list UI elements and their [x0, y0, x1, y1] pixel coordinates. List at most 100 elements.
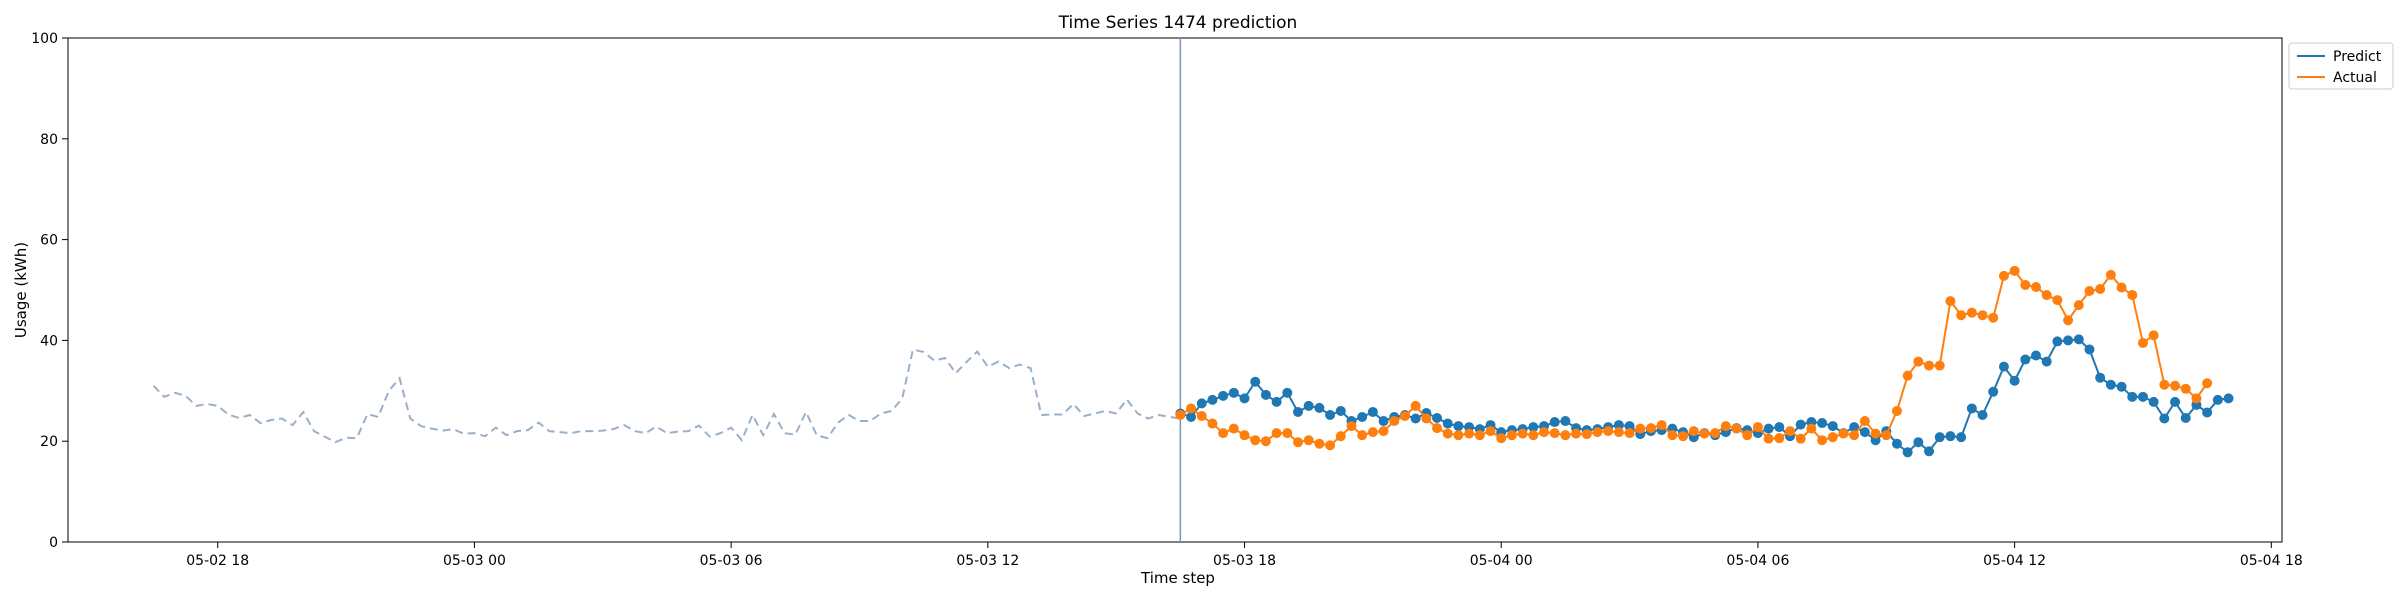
actual-point-79	[2020, 279, 2031, 290]
predict-point-8	[1260, 389, 1271, 400]
actual-point-17	[1357, 430, 1368, 441]
predict-point-12	[1303, 400, 1314, 411]
predict-point-93	[2170, 396, 2181, 407]
predict-point-19	[1378, 416, 1389, 427]
predict-point-67	[1891, 438, 1902, 449]
history-series-group	[152, 348, 1181, 444]
actual-point-14	[1325, 440, 1336, 451]
predict-point-42	[1624, 421, 1635, 432]
x-tick-label-2: 05-03 06	[700, 553, 763, 569]
actual-point-16	[1346, 421, 1357, 432]
actual-point-3	[1207, 418, 1218, 429]
predict-point-4	[1218, 390, 1229, 401]
predict-point-98	[2223, 393, 2234, 404]
actual-point-84	[2073, 300, 2084, 311]
actual-point-80	[2031, 281, 2041, 292]
predict-point-79	[2020, 354, 2031, 365]
actual-point-50	[1710, 428, 1721, 439]
actual-point-55	[1763, 433, 1774, 444]
actual-point-39	[1592, 427, 1603, 438]
series-group	[1175, 265, 2234, 458]
predict-point-77	[1998, 361, 2009, 372]
predict-point-86	[2095, 372, 2106, 383]
actual-point-11	[1293, 437, 1303, 448]
actual-point-83	[2063, 315, 2074, 326]
predict-point-36	[1560, 416, 1571, 427]
actual-point-23	[1421, 413, 1432, 424]
actual-point-34	[1539, 427, 1549, 438]
predict-point-83	[2063, 335, 2074, 346]
x-tick-label-5: 05-04 00	[1470, 553, 1533, 569]
actual-point-9	[1271, 428, 1282, 439]
actual-point-76	[1988, 312, 1999, 323]
actual-point-47	[1678, 431, 1689, 442]
y-tick-label-80: 80	[40, 132, 58, 148]
actual-point-52	[1731, 423, 1742, 434]
actual-point-36	[1560, 430, 1571, 441]
actual-point-63	[1849, 430, 1860, 441]
actual-point-82	[2052, 295, 2063, 306]
actual-point-27	[1464, 428, 1475, 439]
actual-point-26	[1453, 430, 1464, 441]
actual-point-44	[1645, 423, 1656, 434]
predict-point-41	[1613, 420, 1624, 431]
actual-point-64	[1859, 416, 1870, 427]
series-predict	[1175, 334, 2234, 458]
predict-point-3	[1207, 394, 1218, 405]
predict-point-76	[1988, 386, 1999, 397]
actual-point-1	[1186, 403, 1197, 414]
x-tick-label-1: 05-03 00	[443, 553, 506, 569]
actual-point-58	[1795, 433, 1806, 444]
legend-label-predict: Predict	[2333, 49, 2382, 65]
predict-point-89	[2127, 391, 2138, 402]
actual-point-66	[1881, 430, 1892, 441]
actual-point-86	[2095, 283, 2106, 294]
actual-point-29	[1485, 426, 1496, 437]
actual-point-28	[1474, 430, 1485, 441]
actual-point-59	[1806, 423, 1817, 434]
predict-point-24	[1432, 413, 1443, 424]
predict-point-69	[1913, 437, 1924, 448]
actual-point-24	[1432, 423, 1443, 434]
history-line	[152, 348, 1181, 444]
actual-point-0	[1175, 409, 1186, 420]
legend: Predict Actual	[2288, 42, 2394, 90]
predict-point-72	[1945, 431, 1956, 442]
actual-point-35	[1549, 428, 1560, 439]
actual-point-88	[2116, 282, 2127, 293]
predict-point-84	[2073, 334, 2084, 345]
actual-point-81	[2041, 290, 2052, 301]
actual-point-4	[1218, 428, 1229, 439]
actual-point-62	[1838, 428, 1849, 439]
actual-point-13	[1314, 438, 1325, 449]
actual-point-18	[1367, 427, 1378, 438]
actual-point-77	[1998, 270, 2009, 281]
predict-point-14	[1325, 409, 1336, 420]
predict-point-26	[1453, 421, 1464, 432]
predict-point-56	[1774, 422, 1785, 433]
y-axis-label: Usage (kWh)	[12, 242, 30, 338]
predict-point-92	[2159, 413, 2170, 424]
predict-point-1	[1186, 412, 1197, 423]
actual-point-85	[2084, 286, 2095, 297]
predict-point-94	[2180, 413, 2191, 424]
actual-point-42	[1624, 428, 1635, 439]
actual-point-56	[1774, 433, 1785, 444]
actual-point-25	[1442, 428, 1453, 439]
predict-point-17	[1357, 412, 1368, 423]
x-tick-label-0: 05-02 18	[186, 553, 249, 569]
predict-point-71	[1934, 432, 1945, 443]
predict-point-22	[1410, 413, 1421, 424]
actual-point-5	[1228, 423, 1239, 434]
predict-point-2	[1196, 398, 1207, 409]
actual-point-89	[2127, 290, 2138, 301]
actual-point-68	[1902, 370, 1913, 381]
x-tick-label-8: 05-04 18	[2240, 553, 2303, 569]
actual-point-21	[1399, 411, 1410, 421]
predict-point-63	[1849, 422, 1860, 433]
actual-point-53	[1742, 430, 1753, 441]
actual-point-96	[2202, 378, 2213, 389]
actual-point-92	[2159, 379, 2170, 390]
actual-point-71	[1934, 360, 1945, 371]
actual-point-49	[1699, 428, 1710, 439]
